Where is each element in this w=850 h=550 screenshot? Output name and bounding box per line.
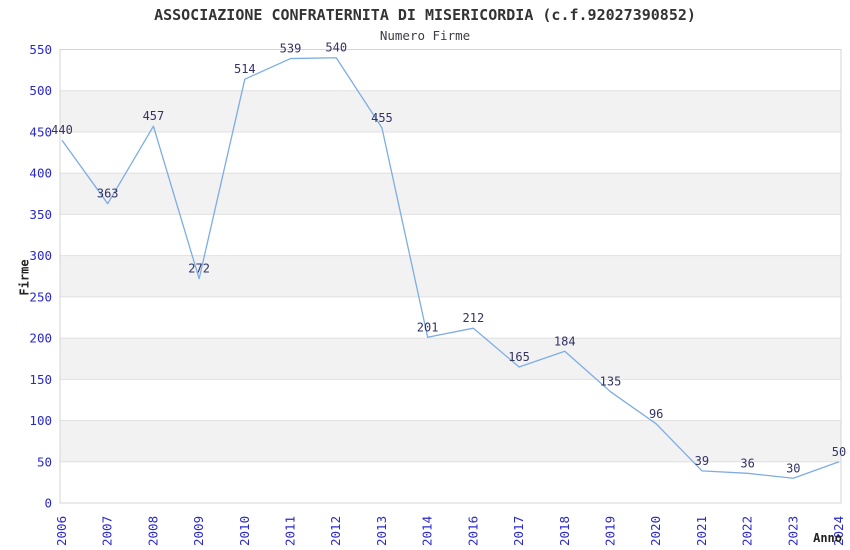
data-label: 201 [417,320,439,334]
x-tick-label: 2008 [145,516,160,546]
x-tick-label: 2022 [740,516,755,546]
x-tick-label: 2010 [237,516,252,546]
y-tick-label: 450 [29,124,52,139]
data-label: 212 [463,311,485,325]
data-label: 455 [371,111,393,125]
plot-border [59,49,842,504]
y-tick-label: 200 [29,331,52,346]
x-tick-label: 2007 [100,516,115,546]
x-tick-label: 2012 [328,516,343,546]
data-label: 540 [325,41,347,55]
plot-band [60,255,841,297]
data-label: 440 [51,123,73,137]
data-label: 30 [786,461,800,475]
data-label: 184 [554,334,576,348]
data-label: 272 [188,262,210,276]
chart-title: ASSOCIAZIONE CONFRATERNITA DI MISERICORD… [154,6,696,24]
y-tick-label: 300 [29,248,52,263]
y-tick-label: 500 [29,83,52,98]
x-tick-label: 2009 [191,516,206,546]
y-tick-label: 100 [29,413,52,428]
y-tick-label: 400 [29,166,52,181]
data-label: 514 [234,62,256,76]
plot-band [60,420,841,462]
x-tick-label: 2023 [785,516,800,546]
plot-band [60,90,841,132]
data-label: 165 [508,350,530,364]
plot-band [60,338,841,380]
data-label: 96 [649,407,663,421]
x-tick-label: 2013 [374,516,389,546]
x-tick-label: 2021 [694,516,709,546]
data-label: 539 [280,42,302,56]
chart-subtitle: Numero Firme [379,28,471,43]
x-tick-label: 2019 [602,516,617,546]
x-tick-label: 2020 [648,516,663,546]
x-tick-label: 2018 [557,516,572,546]
x-tick-label: 2014 [420,516,435,546]
x-tick-label: 2024 [831,516,846,546]
y-tick-label: 150 [29,372,52,387]
y-tick-label: 250 [29,289,52,304]
y-tick-label: 350 [29,207,52,222]
data-label: 135 [600,375,622,389]
data-label: 363 [97,187,119,201]
series-line [61,57,840,479]
x-tick-label: 2016 [465,516,480,546]
data-label: 457 [143,109,165,123]
x-tick-label: 2017 [511,516,526,546]
data-label: 36 [740,456,754,470]
data-label: 50 [832,445,846,459]
plot-band [60,173,841,215]
x-tick-label: 2006 [54,516,69,546]
x-tick-label: 2011 [283,516,298,546]
y-tick-label: 550 [29,42,52,57]
y-tick-label: 0 [44,496,52,511]
y-axis-title: Firme [17,259,32,296]
y-tick-label: 50 [37,454,52,469]
data-label: 39 [695,454,709,468]
x-axis-title: Anno [813,531,842,545]
